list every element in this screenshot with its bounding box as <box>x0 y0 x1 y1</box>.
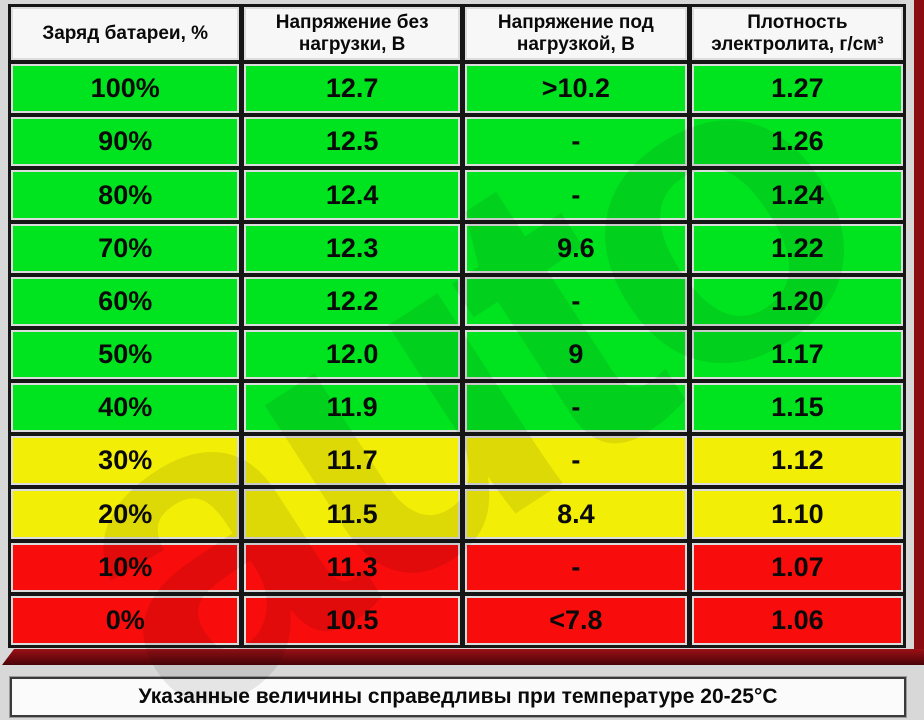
cell-density: 1.10 <box>691 489 903 539</box>
cell-density: 1.22 <box>691 223 903 273</box>
cell-voltage-under-load: - <box>464 383 687 433</box>
table-row: 50% 12.0 9 1.17 <box>11 329 903 380</box>
cell-voltage-no-load: 12.7 <box>244 64 460 114</box>
cell-voltage-no-load: 12.4 <box>244 170 460 220</box>
table-header-row: Заряд батареи, % Напряжение без нагрузки… <box>11 7 903 61</box>
table-row: 0% 10.5 <7.8 1.06 <box>11 595 903 645</box>
cell-charge: 20% <box>11 489 240 539</box>
cell-voltage-under-load: 9 <box>464 329 687 380</box>
cell-density: 1.07 <box>691 542 903 592</box>
cell-density: 1.12 <box>691 436 903 486</box>
cell-charge: 90% <box>11 117 240 167</box>
cell-density: 1.20 <box>691 276 903 326</box>
cell-voltage-no-load: 11.3 <box>244 542 460 592</box>
cell-charge: 40% <box>11 383 240 433</box>
cell-charge: 0% <box>11 595 240 645</box>
decorative-divider-band <box>2 649 924 665</box>
cell-charge: 10% <box>11 542 240 592</box>
cell-density: 1.24 <box>691 170 903 220</box>
cell-voltage-under-load: - <box>464 276 687 326</box>
cell-density: 1.27 <box>691 64 903 114</box>
cell-charge: 60% <box>11 276 240 326</box>
column-header-electrolyte-density: Плотность электролита, г/см³ <box>691 7 903 61</box>
cell-density: 1.15 <box>691 383 903 433</box>
cell-voltage-under-load: - <box>464 436 687 486</box>
cell-voltage-under-load: 9.6 <box>464 223 687 273</box>
table-row: 90% 12.5-1.26 <box>11 117 903 167</box>
right-edge-strip <box>914 0 924 662</box>
battery-charge-table: Заряд батареи, % Напряжение без нагрузки… <box>8 4 906 648</box>
cell-voltage-no-load: 11.5 <box>244 489 460 539</box>
table-row: 60% 12.2-1.20 <box>11 276 903 326</box>
cell-charge: 100% <box>11 64 240 114</box>
table-row: 80% 12.4-1.24 <box>11 170 903 220</box>
cell-voltage-under-load: >10.2 <box>464 64 687 114</box>
table-row: 70% 12.3 9.6 1.22 <box>11 223 903 273</box>
table-row: 30% 11.7-1.12 <box>11 436 903 486</box>
cell-voltage-no-load: 12.5 <box>244 117 460 167</box>
table-row: 100% 12.7 >10.2 1.27 <box>11 64 903 114</box>
cell-voltage-no-load: 11.9 <box>244 383 460 433</box>
cell-charge: 70% <box>11 223 240 273</box>
column-header-charge: Заряд батареи, % <box>11 7 240 61</box>
cell-voltage-no-load: 12.0 <box>244 329 460 380</box>
cell-density: 1.17 <box>691 329 903 380</box>
column-header-voltage-under-load: Напряжение под нагрузкой, В <box>464 7 687 61</box>
cell-charge: 50% <box>11 329 240 380</box>
temperature-note: Указанные величины справедливы при темпе… <box>10 677 906 717</box>
cell-density: 1.26 <box>691 117 903 167</box>
cell-voltage-under-load: - <box>464 170 687 220</box>
cell-voltage-no-load: 12.2 <box>244 276 460 326</box>
cell-voltage-under-load: - <box>464 542 687 592</box>
cell-voltage-no-load: 12.3 <box>244 223 460 273</box>
cell-voltage-no-load: 11.7 <box>244 436 460 486</box>
cell-voltage-no-load: 10.5 <box>244 595 460 645</box>
cell-voltage-under-load: - <box>464 117 687 167</box>
cell-charge: 80% <box>11 170 240 220</box>
cell-density: 1.06 <box>691 595 903 645</box>
table-row: 10% 11.3-1.07 <box>11 542 903 592</box>
cell-charge: 30% <box>11 436 240 486</box>
cell-voltage-under-load: 8.4 <box>464 489 687 539</box>
table-row: 40% 11.9-1.15 <box>11 383 903 433</box>
column-header-voltage-no-load: Напряжение без нагрузки, В <box>244 7 460 61</box>
table-row: 20% 11.5 8.4 1.10 <box>11 489 903 539</box>
cell-voltage-under-load: <7.8 <box>464 595 687 645</box>
